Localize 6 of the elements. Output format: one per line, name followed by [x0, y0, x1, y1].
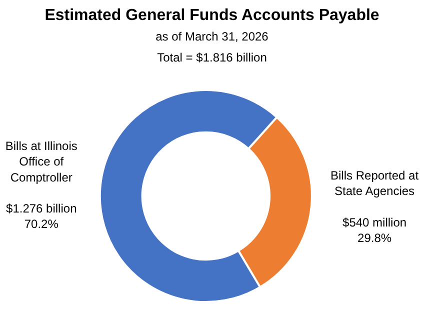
slice-label: Bills Reported at State Agencies [330, 168, 420, 198]
slice-label: Bills at Illinois Office of Comptroller [5, 139, 78, 184]
chart-subtitle: as of March 31, 2026 Total = $1.816 billion [156, 30, 269, 65]
chart-title: Estimated General Funds Accounts Payable [44, 6, 380, 24]
data-label: $540 million 29.8% [342, 215, 407, 245]
data-label: $1.276 billion 70.2% [6, 202, 77, 232]
